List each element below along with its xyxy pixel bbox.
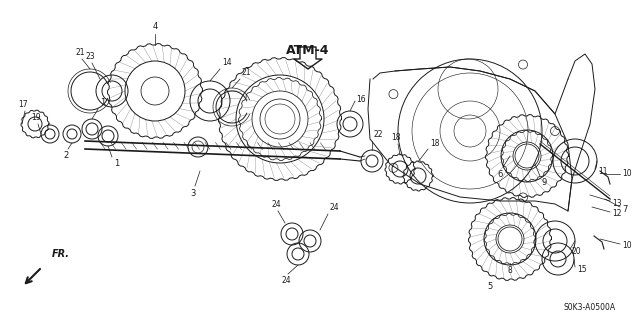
- Text: 20: 20: [572, 247, 582, 256]
- Text: 1: 1: [114, 159, 119, 168]
- Text: 13: 13: [612, 198, 621, 207]
- Text: 14: 14: [222, 58, 232, 67]
- Text: ATM-4: ATM-4: [286, 44, 330, 57]
- Text: 23: 23: [85, 52, 95, 61]
- Text: 3: 3: [190, 189, 196, 198]
- Text: 21: 21: [242, 68, 252, 77]
- Text: 24: 24: [330, 203, 340, 212]
- Text: 21: 21: [76, 48, 84, 57]
- Text: 18: 18: [430, 139, 440, 148]
- Text: S0K3-A0500A: S0K3-A0500A: [564, 302, 616, 311]
- Text: 24: 24: [271, 200, 281, 209]
- Text: 16: 16: [356, 94, 365, 103]
- Text: 1: 1: [100, 98, 105, 107]
- Text: 6: 6: [497, 170, 502, 179]
- Text: 18: 18: [391, 133, 401, 142]
- Text: 12: 12: [612, 210, 621, 219]
- Text: FR.: FR.: [52, 249, 70, 259]
- Text: 24: 24: [281, 276, 291, 285]
- Text: 9: 9: [541, 178, 547, 187]
- Text: 10: 10: [622, 241, 632, 250]
- Text: 8: 8: [508, 266, 513, 275]
- Text: 5: 5: [488, 282, 493, 291]
- Text: 19: 19: [31, 113, 41, 122]
- Text: 15: 15: [577, 264, 587, 273]
- Text: 11: 11: [598, 167, 607, 175]
- Text: 7: 7: [622, 204, 627, 213]
- Text: 2: 2: [63, 151, 68, 160]
- Text: 10: 10: [622, 169, 632, 179]
- Text: 17: 17: [18, 100, 28, 109]
- Text: 4: 4: [152, 22, 157, 31]
- Text: 22: 22: [373, 130, 383, 139]
